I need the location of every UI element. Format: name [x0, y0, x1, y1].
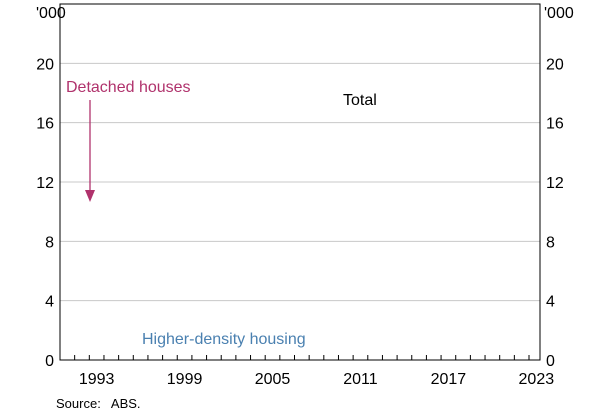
y-tick-right-20: 20	[546, 56, 564, 73]
y-tick-left-20: 20	[36, 56, 54, 73]
detached-houses-arrow-head	[85, 190, 95, 202]
series-label-total: Total	[343, 92, 377, 109]
y-tick-left-16: 16	[36, 116, 54, 133]
plot-frame	[59, 3, 541, 361]
x-tick-label-2023: 2023	[519, 371, 555, 388]
x-axis-ticks: 1993 1999 2005 2011 2017 2023	[59, 355, 555, 388]
y-unit-left: '000	[36, 5, 66, 22]
y-tick-left-8: 8	[45, 234, 54, 251]
y-tick-right-12: 12	[546, 175, 564, 192]
y-tick-left-0: 0	[45, 353, 54, 370]
series-label-higher-density-housing: Higher-density housing	[142, 331, 306, 348]
y-unit-right: '000	[544, 5, 574, 22]
x-tick-label-2011: 2011	[343, 371, 378, 388]
y-tick-left-12: 12	[36, 175, 54, 192]
x-tick-label-2005: 2005	[255, 371, 291, 388]
y-tick-right-4: 4	[546, 294, 555, 311]
y-axis-ticks: 0 0 4 4 8 8 12 12 16 16 20 20	[36, 56, 564, 370]
y-tick-right-8: 8	[546, 234, 555, 251]
gridlines	[60, 62, 540, 302]
series-label-detached-houses: Detached houses	[66, 79, 191, 96]
y-tick-right-16: 16	[546, 116, 564, 133]
y-tick-left-4: 4	[45, 294, 54, 311]
source-note: Source: ABS.	[56, 396, 141, 411]
y-tick-right-0: 0	[546, 353, 555, 370]
x-tick-label-2017: 2017	[431, 371, 467, 388]
x-tick-label-1993: 1993	[79, 371, 115, 388]
x-tick-label-1999: 1999	[167, 371, 203, 388]
